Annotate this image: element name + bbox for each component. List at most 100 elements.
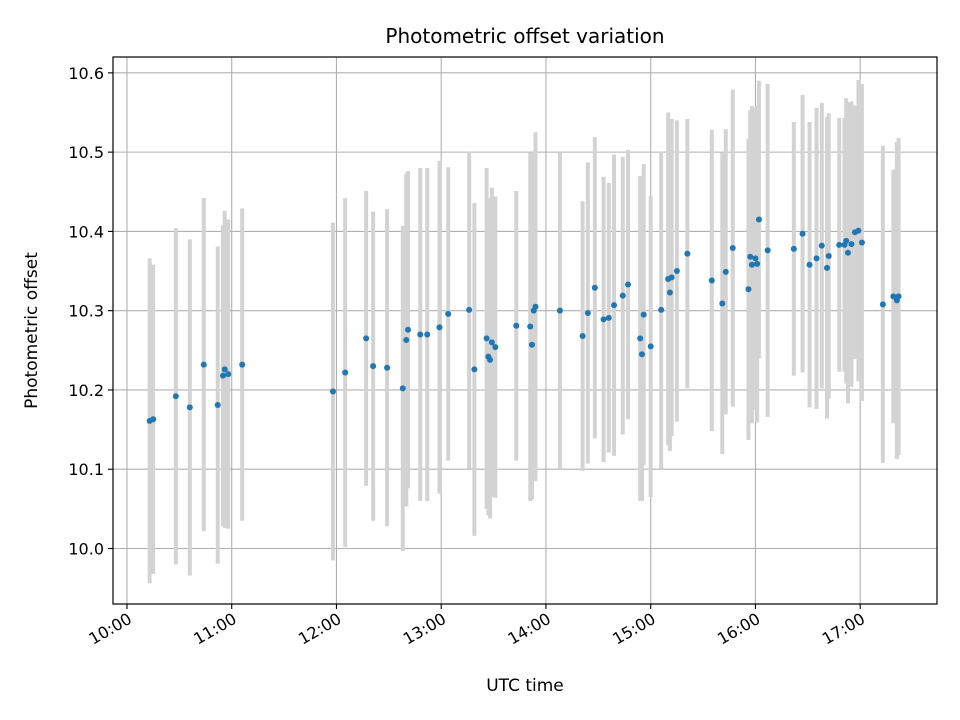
data-point [625,281,631,288]
data-point [399,385,406,392]
data-point [708,277,715,284]
data-point [752,255,759,262]
data-point [329,388,336,395]
x-ticks: 10:00 11:00 12:00 13:00 14:00 15:00 16:00 17:00 [86,604,868,649]
data-point [600,316,607,323]
data-point [200,361,207,368]
data-point [858,239,865,246]
data-point [214,402,221,409]
y-tick-label: 10.5 [68,143,104,162]
data-point [466,306,473,313]
data-point [384,364,391,371]
y-tick-label: 10.6 [68,64,104,83]
data-point [483,335,490,342]
x-tick-label: 16:00 [714,609,763,649]
data-point [806,261,813,268]
data-point [843,237,850,244]
data-point [532,303,539,310]
y-tick-label: 10.1 [68,460,104,479]
data-point [513,322,520,329]
data-point [844,249,851,256]
data-point [219,372,226,379]
data-point [818,242,825,249]
data-point [591,284,598,291]
data-point [755,216,762,223]
data-point [890,293,897,300]
data-point [605,314,612,321]
grid-layer [113,57,937,604]
data-point [836,241,843,248]
x-tick-label: 14:00 [505,609,554,649]
y-tick-label: 10.2 [68,381,104,400]
y-axis-label: Photometric offset [22,252,42,409]
y-tick-label: 10.0 [68,540,104,559]
data-point [855,227,862,234]
data-point [813,255,820,262]
data-point [342,369,349,376]
data-point [825,252,832,259]
data-point [584,310,591,317]
y-tick-label: 10.4 [68,222,104,241]
errorbar-layer [147,79,901,584]
data-point [673,268,680,275]
x-tick-label: 15:00 [609,609,658,649]
points-layer [146,216,902,424]
data-point [579,333,586,340]
data-point [403,337,410,344]
data-point [754,260,761,267]
data-point [405,326,412,333]
data-point [370,363,377,370]
data-point [848,241,855,248]
data-point [747,253,754,260]
data-point [363,335,370,342]
data-point [668,274,675,281]
data-point [445,310,452,317]
y-tick-label: 10.3 [68,302,104,321]
data-point [666,289,673,296]
data-point [719,300,726,307]
data-point [658,306,665,313]
data-point [722,268,729,275]
data-point [221,366,228,373]
data-point [611,302,618,309]
data-point [895,293,902,300]
data-point [492,344,499,351]
data-point [487,356,494,363]
data-point [684,250,691,257]
x-tick-label: 11:00 [190,609,239,649]
data-point [436,324,443,331]
plot-frame [112,56,938,605]
data-point [799,230,806,237]
chart-title: Photometric offset variation [385,24,664,48]
data-point [764,247,771,254]
y-ticks: 10.0 10.1 10.2 10.3 10.4 10.5 10.6 [68,64,113,559]
data-point [239,361,246,368]
x-axis-label: UTC time [486,676,564,696]
data-point [790,245,797,252]
data-point [879,301,886,308]
data-point [150,416,157,423]
data-point [637,335,644,342]
data-point [556,307,563,314]
data-point [647,343,654,350]
data-point [488,339,495,346]
x-tick-label: 12:00 [295,609,344,649]
data-point [527,323,534,330]
data-point [417,331,424,338]
data-point [172,393,179,400]
data-point [748,261,755,268]
data-point [186,404,193,411]
data-point [424,331,431,338]
data-point [225,371,232,378]
data-point [729,245,736,252]
data-point [745,286,752,293]
x-tick-label: 10:00 [86,609,135,649]
data-point [640,311,647,318]
data-point [528,341,535,348]
data-point [619,292,626,299]
data-point [638,351,645,358]
data-point [824,264,831,271]
x-tick-label: 13:00 [400,609,449,649]
